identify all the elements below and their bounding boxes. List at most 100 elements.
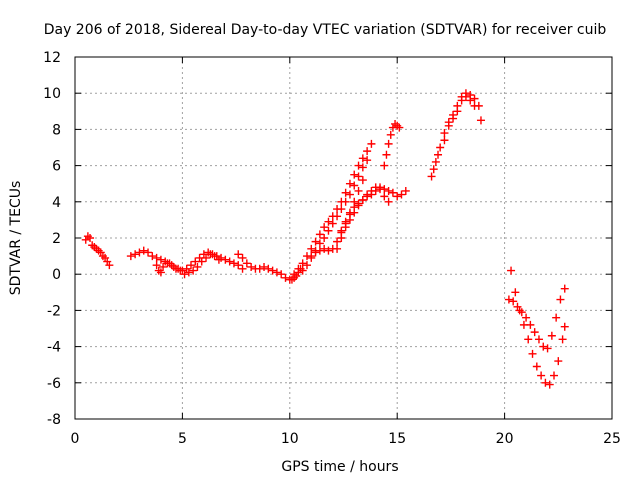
data-point [554, 357, 563, 366]
data-point [560, 284, 569, 293]
data-point [298, 259, 307, 268]
data-point [341, 197, 350, 206]
data-point [307, 252, 316, 261]
data-point [139, 246, 148, 255]
data-point [320, 234, 329, 242]
data-point [225, 257, 234, 266]
data-point [144, 248, 153, 257]
data-point [436, 143, 445, 152]
data-point [324, 246, 333, 255]
data-point [534, 335, 543, 344]
data-point [395, 123, 404, 132]
data-point [386, 130, 395, 139]
data-point [444, 121, 453, 130]
data-point [290, 270, 299, 279]
data-point [550, 371, 559, 380]
data-point [524, 335, 533, 344]
data-point [384, 197, 393, 206]
data-point [214, 255, 223, 264]
data-point [354, 199, 363, 208]
data-point [315, 246, 324, 255]
data-point [511, 288, 520, 297]
data-point [345, 190, 354, 199]
data-point [461, 92, 470, 101]
data-point [186, 261, 195, 270]
data-point [176, 266, 185, 275]
x-tick-label: 25 [603, 431, 621, 447]
data-point [229, 259, 238, 268]
x-tick-label: 20 [496, 431, 514, 447]
data-point [298, 266, 307, 275]
x-tick-label: 15 [388, 431, 406, 447]
data-point [363, 147, 372, 156]
data-point [393, 192, 402, 201]
x-axis-title: GPS time / hours [281, 459, 398, 475]
data-point [307, 244, 316, 253]
y-tick-label: -4 [47, 340, 61, 356]
y-tick-label: 0 [52, 267, 61, 283]
data-point [367, 190, 376, 199]
data-point [320, 244, 329, 253]
data-point [380, 161, 389, 170]
data-point [333, 244, 342, 253]
data-point [197, 257, 206, 266]
data-point [333, 212, 342, 221]
data-point [363, 192, 372, 201]
data-point [105, 261, 114, 270]
chart-title: Day 206 of 2018, Sidereal Day-to-day VTE… [44, 22, 607, 38]
data-point [466, 96, 475, 105]
y-tick-label: 2 [52, 231, 61, 247]
data-point [337, 234, 346, 242]
data-point [234, 250, 243, 259]
data-point [429, 165, 438, 174]
data-point [234, 261, 243, 270]
data-point [522, 313, 531, 322]
data-point [272, 268, 281, 277]
data-point [171, 264, 180, 273]
data-point [193, 262, 202, 271]
data-point [539, 342, 548, 351]
data-point [341, 217, 350, 226]
data-point [515, 306, 524, 315]
axis-ticks [74, 56, 613, 420]
data-point [528, 349, 537, 358]
data-point [311, 248, 320, 257]
data-point [371, 186, 380, 195]
data-point [350, 181, 359, 190]
data-points [81, 89, 569, 389]
data-point [358, 176, 367, 185]
data-point [131, 250, 140, 259]
data-point [453, 107, 462, 116]
data-point [315, 239, 324, 248]
data-point [302, 261, 311, 270]
data-point [470, 94, 479, 103]
data-point [440, 136, 449, 145]
data-point [135, 248, 144, 257]
data-point [384, 186, 393, 195]
data-point [530, 328, 539, 337]
data-point [247, 262, 256, 271]
data-point [238, 253, 247, 262]
data-point [163, 259, 172, 268]
data-point [380, 192, 389, 201]
data-point [126, 252, 135, 261]
data-point [376, 185, 385, 194]
y-tick-label: 12 [43, 50, 61, 66]
data-point [358, 154, 367, 163]
data-point [560, 322, 569, 331]
data-point [401, 186, 410, 195]
data-point [545, 380, 554, 389]
data-point [354, 161, 363, 170]
data-point [431, 157, 440, 166]
data-point [210, 252, 219, 261]
data-point [294, 264, 303, 273]
data-point [397, 190, 406, 199]
data-point [507, 266, 516, 275]
data-point [358, 195, 367, 204]
data-point [268, 266, 277, 275]
data-point [238, 264, 247, 273]
x-tick-label: 5 [178, 431, 187, 447]
x-tick-label: 0 [71, 431, 80, 447]
data-point [148, 252, 157, 261]
